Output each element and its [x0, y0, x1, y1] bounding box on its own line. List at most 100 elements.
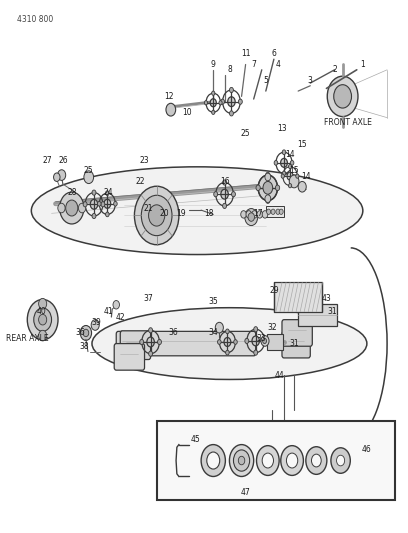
Bar	[266, 206, 284, 217]
Text: 13: 13	[277, 124, 287, 133]
Text: 1: 1	[360, 60, 365, 69]
Circle shape	[265, 195, 271, 203]
Circle shape	[226, 350, 229, 355]
Circle shape	[289, 175, 299, 188]
Circle shape	[231, 192, 235, 197]
Circle shape	[306, 447, 327, 474]
Circle shape	[212, 110, 215, 115]
Text: 43: 43	[322, 294, 331, 303]
FancyBboxPatch shape	[282, 320, 312, 346]
Circle shape	[221, 99, 224, 104]
Circle shape	[282, 150, 286, 155]
Circle shape	[334, 85, 352, 108]
Text: 36: 36	[75, 328, 85, 337]
Circle shape	[58, 203, 65, 213]
Circle shape	[281, 174, 284, 178]
Circle shape	[106, 212, 109, 217]
Circle shape	[204, 101, 208, 105]
Circle shape	[201, 445, 225, 477]
Circle shape	[257, 211, 263, 218]
Circle shape	[263, 181, 273, 194]
Text: 16: 16	[221, 177, 230, 186]
Circle shape	[252, 336, 259, 346]
Circle shape	[266, 172, 270, 178]
Text: 37: 37	[144, 294, 153, 303]
Text: 12: 12	[164, 92, 173, 101]
Text: 14: 14	[302, 172, 311, 181]
Circle shape	[98, 201, 101, 206]
Text: 29: 29	[269, 286, 279, 295]
Text: 31: 31	[328, 307, 337, 316]
FancyBboxPatch shape	[282, 332, 310, 358]
Circle shape	[78, 203, 86, 213]
Circle shape	[80, 326, 91, 341]
Circle shape	[257, 446, 279, 475]
Text: 40: 40	[37, 307, 47, 316]
Circle shape	[262, 211, 268, 218]
Circle shape	[114, 201, 117, 206]
Text: 41: 41	[103, 307, 113, 316]
Text: 42: 42	[115, 312, 125, 321]
Circle shape	[266, 209, 271, 214]
Circle shape	[60, 192, 84, 224]
Circle shape	[92, 190, 96, 195]
Text: 23: 23	[140, 156, 149, 165]
Circle shape	[290, 160, 294, 165]
Text: 31: 31	[289, 339, 299, 348]
Circle shape	[34, 308, 51, 332]
Circle shape	[288, 165, 292, 168]
Text: 38: 38	[79, 342, 89, 351]
Text: 9: 9	[211, 60, 216, 69]
Circle shape	[66, 200, 78, 216]
Text: 46: 46	[362, 446, 372, 455]
Circle shape	[228, 97, 235, 107]
Text: 4310 800: 4310 800	[17, 15, 53, 24]
Circle shape	[264, 182, 272, 193]
Bar	[157, 421, 395, 500]
Text: 19: 19	[176, 209, 186, 218]
Ellipse shape	[31, 167, 363, 255]
Circle shape	[296, 174, 299, 178]
Text: 11: 11	[241, 50, 251, 58]
Circle shape	[90, 199, 98, 209]
Circle shape	[223, 203, 226, 208]
Circle shape	[229, 87, 233, 93]
Circle shape	[113, 301, 120, 309]
Bar	[274, 282, 322, 312]
Text: 8: 8	[227, 66, 232, 74]
Text: 15: 15	[297, 140, 307, 149]
Circle shape	[221, 189, 228, 199]
Text: 25: 25	[241, 129, 251, 138]
Text: 21: 21	[144, 204, 153, 213]
Circle shape	[91, 320, 99, 330]
Circle shape	[245, 208, 258, 225]
Text: 25: 25	[83, 166, 93, 175]
Circle shape	[106, 191, 109, 196]
Circle shape	[245, 338, 249, 343]
FancyBboxPatch shape	[116, 332, 256, 356]
Text: 26: 26	[59, 156, 69, 165]
Circle shape	[39, 298, 47, 309]
Text: 36: 36	[168, 328, 178, 337]
Circle shape	[157, 340, 162, 344]
Text: 44: 44	[275, 371, 285, 380]
Circle shape	[217, 340, 221, 344]
Text: 47: 47	[241, 488, 251, 497]
Text: 28: 28	[67, 188, 77, 197]
Circle shape	[279, 209, 283, 214]
Circle shape	[149, 328, 153, 333]
Circle shape	[149, 351, 153, 356]
Circle shape	[83, 329, 89, 337]
Bar	[266, 334, 283, 350]
Circle shape	[265, 173, 271, 181]
Circle shape	[252, 211, 257, 218]
Circle shape	[27, 300, 58, 340]
Circle shape	[263, 338, 266, 343]
Circle shape	[229, 445, 254, 477]
Circle shape	[254, 327, 258, 332]
Text: 35: 35	[208, 296, 218, 305]
Circle shape	[254, 350, 258, 355]
FancyBboxPatch shape	[120, 331, 151, 360]
Text: 22: 22	[136, 177, 145, 186]
Circle shape	[337, 455, 345, 466]
